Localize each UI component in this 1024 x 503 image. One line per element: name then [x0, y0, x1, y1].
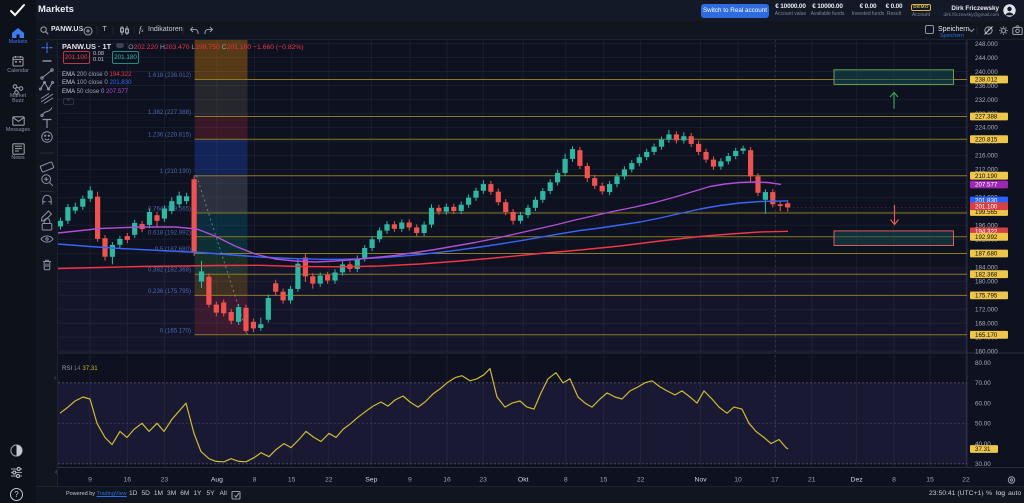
svg-text:0 (165.170): 0 (165.170)	[160, 327, 191, 334]
svg-text:60.00: 60.00	[975, 400, 991, 407]
svg-text:192.992: 192.992	[975, 234, 998, 241]
svg-text:8: 8	[892, 477, 896, 484]
svg-text:70.00: 70.00	[975, 380, 991, 387]
svg-text:Sep: Sep	[365, 477, 377, 484]
svg-text:1.618 (238.012): 1.618 (238.012)	[148, 72, 191, 79]
svg-text:210.190: 210.190	[975, 173, 998, 180]
svg-text:37.31: 37.31	[975, 446, 991, 453]
svg-text:‹: ‹	[54, 375, 57, 382]
svg-text:172.000: 172.000	[975, 307, 998, 314]
svg-text:17: 17	[771, 477, 779, 484]
svg-text:22: 22	[325, 477, 333, 484]
svg-text:1.382 (227.388): 1.382 (227.388)	[148, 109, 191, 116]
svg-text:Dez: Dez	[851, 477, 864, 484]
svg-text:23: 23	[161, 477, 169, 484]
svg-text:244.000: 244.000	[975, 55, 998, 62]
svg-text:224.000: 224.000	[975, 125, 998, 132]
svg-text:187.680: 187.680	[975, 251, 998, 258]
svg-text:248.000: 248.000	[975, 41, 998, 48]
svg-text:194.322: 194.322	[975, 229, 998, 236]
svg-text:23: 23	[479, 477, 487, 484]
svg-text:0.5 (187.680): 0.5 (187.680)	[155, 246, 191, 253]
svg-text:15: 15	[288, 477, 296, 484]
svg-text:227.388: 227.388	[975, 114, 998, 121]
svg-text:Aug: Aug	[211, 477, 223, 484]
svg-text:Nov: Nov	[695, 477, 708, 484]
svg-text:168.000: 168.000	[975, 321, 998, 328]
svg-text:180.000: 180.000	[975, 279, 998, 286]
svg-text:50.00: 50.00	[975, 421, 991, 428]
svg-text:236.000: 236.000	[975, 83, 998, 90]
svg-text:8: 8	[253, 477, 257, 484]
svg-text:15: 15	[926, 477, 934, 484]
svg-text:80.00: 80.00	[975, 360, 991, 367]
svg-text:22: 22	[637, 477, 645, 484]
svg-text:196.000: 196.000	[975, 223, 998, 230]
svg-text:184.000: 184.000	[975, 265, 998, 272]
svg-text:232.000: 232.000	[975, 97, 998, 104]
svg-text:30.00: 30.00	[975, 461, 991, 468]
svg-text:199.565: 199.565	[975, 209, 998, 216]
svg-text:201.100: 201.100	[975, 203, 998, 210]
svg-text:9: 9	[88, 477, 92, 484]
svg-text:0.236 (175.795): 0.236 (175.795)	[148, 288, 191, 295]
svg-text:182.368: 182.368	[975, 271, 998, 278]
svg-text:22: 22	[962, 477, 970, 484]
svg-text:240.000: 240.000	[975, 69, 998, 76]
svg-text:15: 15	[600, 477, 608, 484]
svg-text:165.170: 165.170	[975, 332, 998, 339]
svg-text:220.815: 220.815	[975, 136, 998, 143]
svg-text:0.382 (182.368): 0.382 (182.368)	[148, 267, 191, 274]
svg-text:40.00: 40.00	[975, 441, 991, 448]
svg-text:8: 8	[564, 477, 568, 484]
svg-text:16: 16	[124, 477, 132, 484]
svg-text:16: 16	[443, 477, 451, 484]
svg-text:160.000: 160.000	[975, 348, 998, 355]
svg-text:207.577: 207.577	[975, 182, 998, 189]
svg-text:212.000: 212.000	[975, 167, 998, 174]
svg-text:1 (210.190): 1 (210.190)	[160, 168, 191, 175]
svg-text:216.000: 216.000	[975, 153, 998, 160]
svg-text:10: 10	[734, 477, 742, 484]
svg-text:238.012: 238.012	[975, 77, 998, 84]
svg-text:1.236 (220.815): 1.236 (220.815)	[148, 132, 191, 139]
svg-text:21: 21	[808, 477, 816, 484]
svg-text:9: 9	[408, 477, 412, 484]
svg-text:Okt: Okt	[518, 477, 529, 484]
svg-text:0.618 (192.992): 0.618 (192.992)	[148, 229, 191, 236]
svg-text:201.830: 201.830	[975, 198, 998, 205]
svg-text:175.795: 175.795	[975, 293, 998, 300]
